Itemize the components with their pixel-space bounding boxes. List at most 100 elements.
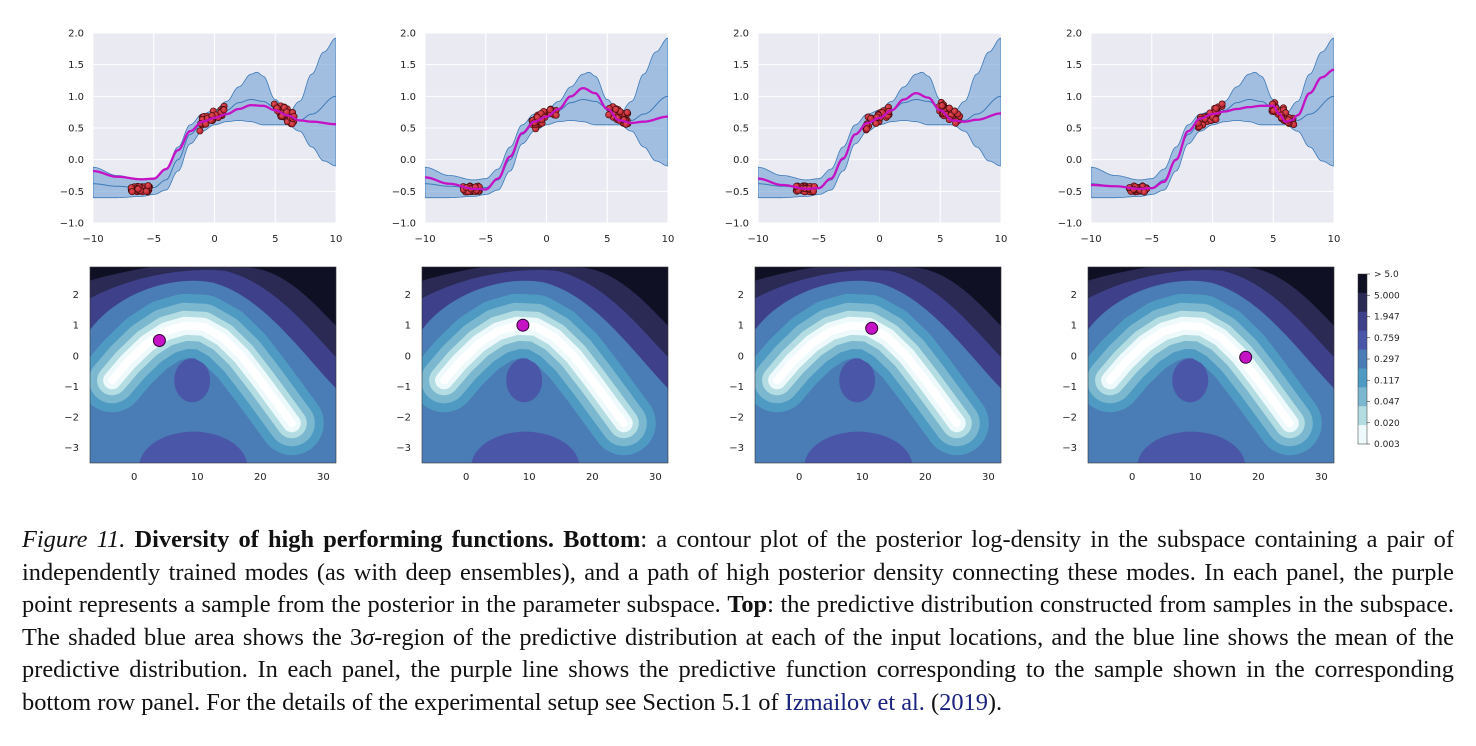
contour-level-outer3 <box>865 267 1001 326</box>
y-tick-label: 0.0 <box>1066 155 1082 166</box>
y-tick-label: −3 <box>396 443 411 454</box>
x-tick-label: 0 <box>463 472 469 483</box>
y-tick-label: 1 <box>1071 321 1077 332</box>
training-data-point <box>1212 104 1220 112</box>
y-tick-label: 0 <box>1071 351 1077 362</box>
contour-frame <box>754 266 1002 464</box>
y-tick-label: 2 <box>738 290 744 301</box>
training-data-point <box>196 127 204 135</box>
top-row-predictive-panels: −1.0 −0.5 0.0 0.5 1.0 1.5 2.0 −10 −5 0 5 10 −1.0 −0.5… <box>60 29 1341 246</box>
x-tick-label: 5 <box>1270 234 1276 245</box>
posterior-sample-point <box>152 334 166 347</box>
contour-level-outer4 <box>90 267 152 281</box>
x-tick-label: 10 <box>330 234 343 245</box>
y-tick-label: −0.5 <box>725 187 749 198</box>
y-tick-label: 0 <box>73 351 79 362</box>
colorbar-segment <box>1358 274 1367 294</box>
x-tick-label: 10 <box>191 472 204 483</box>
colorbar-tick-label: 0.020 <box>1374 419 1400 429</box>
contour-level-outer <box>90 267 336 389</box>
x-tick-label: −5 <box>146 234 161 245</box>
citation-link-year[interactable]: 2019 <box>939 688 988 716</box>
x-tick-label: −5 <box>811 234 826 245</box>
training-data-point <box>552 111 560 119</box>
training-data-point <box>1218 100 1226 108</box>
contour-area <box>1088 267 1334 463</box>
x-tick-label: 0 <box>1129 472 1135 483</box>
colorbar-segment <box>1358 425 1367 445</box>
x-tick-label: 30 <box>1315 472 1328 483</box>
contour-bottom-blob <box>471 431 580 463</box>
training-data-point <box>863 125 871 133</box>
y-tick-label: 0.5 <box>1066 124 1082 135</box>
x-tick-label: −10 <box>747 234 768 245</box>
y-tick-label: −0.5 <box>60 187 84 198</box>
sigma-symbol: σ <box>362 623 375 651</box>
y-tick-label: 1.5 <box>400 60 416 71</box>
bottom-panel-4: 210−1−2−30 10 20 30 <box>1062 266 1335 483</box>
colorbar-segment <box>1358 330 1367 351</box>
contour-level-outer3 <box>1198 267 1334 326</box>
y-tick-label: 2 <box>73 290 79 301</box>
training-data-point <box>945 104 953 112</box>
x-tick-label: 30 <box>982 472 995 483</box>
y-tick-label: −1 <box>396 382 411 393</box>
figure-heading: Diversity of high performing functions. <box>134 526 554 553</box>
training-data-point <box>128 188 136 196</box>
sample-predictive-function-line <box>93 104 336 181</box>
citation-link-author[interactable]: Izmailov et al. <box>784 688 925 716</box>
y-tick-label: 2.0 <box>733 29 749 40</box>
colorbar: > 5.0 5.000 1.947 0.759 0.297 0.117 0.047 0.020… <box>1357 270 1400 450</box>
x-tick-label: −10 <box>1080 234 1101 245</box>
x-tick-label: 0 <box>211 234 217 245</box>
sample-predictive-function-line <box>1091 68 1334 190</box>
sample-predictive-function-line <box>425 86 668 191</box>
y-tick-label: 2 <box>1071 290 1077 301</box>
y-tick-label: 1.0 <box>733 92 749 103</box>
y-tick-label: 1.0 <box>400 92 416 103</box>
top-panel-2: −1.0 −0.5 0.0 0.5 1.0 1.5 2.0 −10 −5 0 5 10 <box>392 29 675 246</box>
top-panel-3: −1.0 −0.5 0.0 0.5 1.0 1.5 2.0 −10 −5 0 5 10 <box>725 29 1008 246</box>
contour-level-outer3 <box>532 267 668 326</box>
colorbar-segment <box>1358 406 1367 426</box>
contour-center-blob <box>174 358 211 403</box>
y-tick-label: 0 <box>738 351 744 362</box>
top-panel-4: −1.0 −0.5 0.0 0.5 1.0 1.5 2.0 −10 −5 0 5 10 <box>1058 29 1341 246</box>
x-tick-label: 0 <box>543 234 549 245</box>
x-tick-label: 10 <box>523 472 536 483</box>
y-tick-label: 2.0 <box>400 29 416 40</box>
y-tick-label: 2 <box>405 290 411 301</box>
contour-frame <box>1087 266 1335 464</box>
x-tick-label: 30 <box>649 472 662 483</box>
y-tick-label: −2 <box>396 413 411 424</box>
x-tick-label: −10 <box>414 234 435 245</box>
y-tick-label: −2 <box>1062 413 1077 424</box>
x-tick-label: 20 <box>919 472 932 483</box>
contour-level-outer2 <box>422 267 668 358</box>
x-tick-label: −5 <box>1144 234 1159 245</box>
y-tick-label: 2.0 <box>1066 29 1082 40</box>
y-tick-label: −0.5 <box>1058 187 1082 198</box>
posterior-sample-point <box>1239 350 1253 364</box>
y-tick-label: 1.5 <box>1066 60 1082 71</box>
y-tick-label: 1.0 <box>1066 92 1082 103</box>
y-tick-label: 0.5 <box>68 124 84 135</box>
bottom-panel-1: 210−1−2−30 10 20 30 <box>64 266 337 483</box>
x-tick-label: 5 <box>272 234 278 245</box>
figure-caption: Figure 11. Diversity of high performing … <box>22 524 1454 719</box>
caption-text-1: : a contour plot of the posterior log-de… <box>22 526 1454 618</box>
contour-level-outer2 <box>90 267 336 358</box>
contour-level-outer4 <box>755 267 817 281</box>
y-tick-label: −1 <box>729 382 744 393</box>
y-tick-label: 1.5 <box>733 60 749 71</box>
x-tick-label: 0 <box>1209 234 1215 245</box>
y-tick-label: 0.0 <box>733 155 749 166</box>
contour-center-blob <box>1172 358 1209 403</box>
x-tick-label: 10 <box>856 472 869 483</box>
colorbar-segment <box>1358 311 1367 332</box>
contour-arch-band <box>440 321 628 428</box>
training-data-point <box>612 105 620 113</box>
colorbar-segment <box>1358 387 1367 407</box>
x-tick-label: 0 <box>876 234 882 245</box>
